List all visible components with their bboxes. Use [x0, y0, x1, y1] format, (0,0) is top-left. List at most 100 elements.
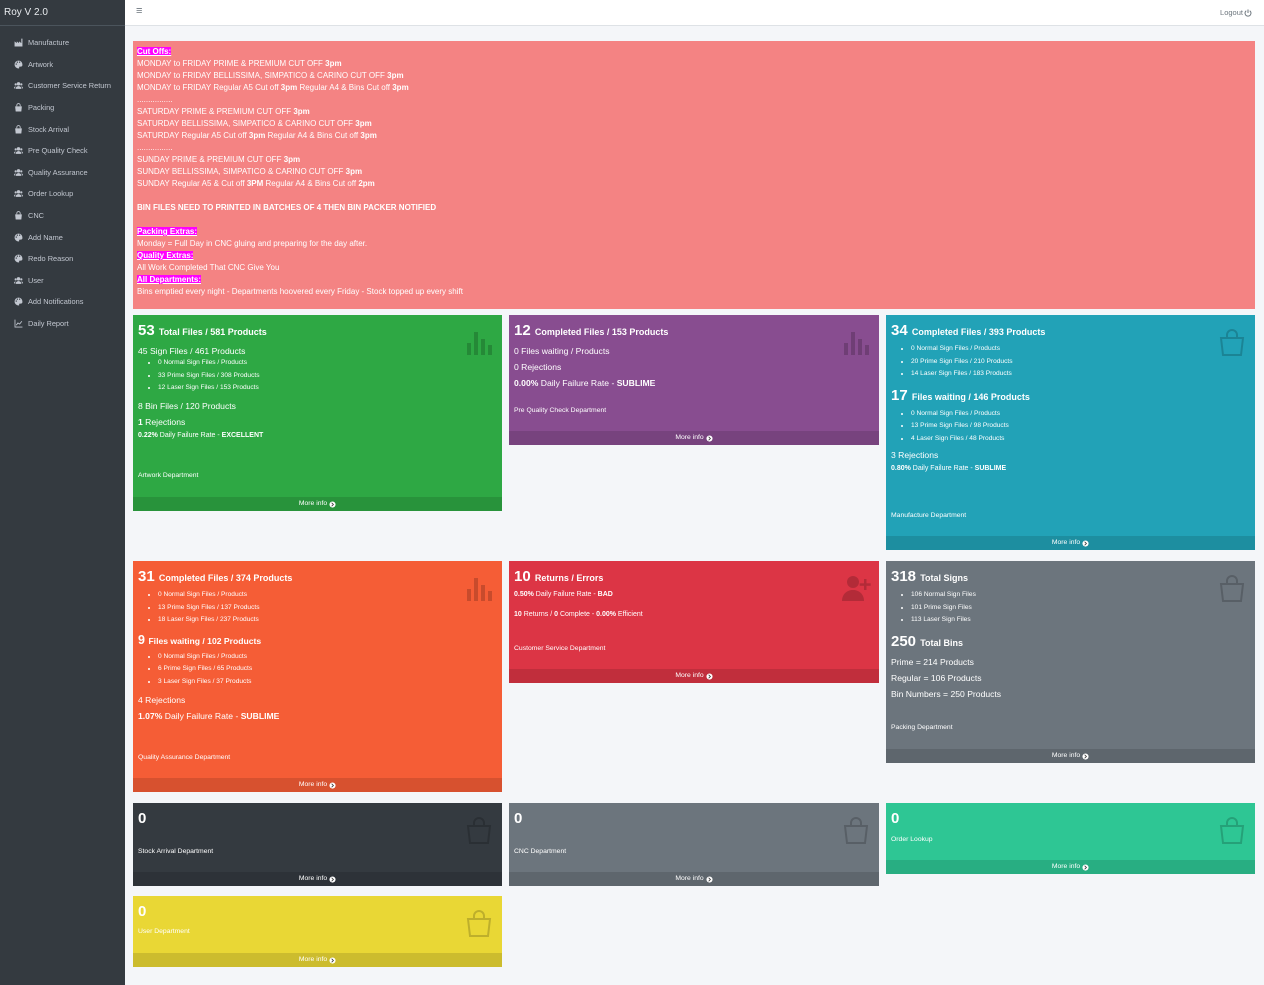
list-item: 113 Laser Sign Files [911, 614, 1250, 627]
palette-icon [14, 254, 28, 263]
department-label: Quality Assurance Department [138, 754, 231, 761]
packing-extras-text: Monday = Full Day in CNC gluing and prep… [137, 239, 368, 248]
sidebar-item-label: Redo Reason [28, 254, 74, 264]
cutoff-line: MONDAY to FRIDAY PRIME & PREMIUM CUT OFF… [137, 59, 342, 68]
sidebar-item-order-lookup[interactable]: Order Lookup [0, 183, 125, 205]
sidebar-item-label: Customer Service Return [28, 81, 111, 91]
cutoff-line: SUNDAY PRIME & PREMIUM CUT OFF 3pm [137, 155, 301, 164]
more-info-link[interactable]: More info [886, 536, 1255, 550]
bag-icon [464, 908, 494, 938]
user-card: 0 User Department More info [133, 896, 502, 967]
arrow-circle-right-icon [329, 781, 336, 789]
arrow-circle-right-icon [1082, 539, 1089, 547]
all-departments-text: Bins emptied every night - Departments h… [137, 287, 463, 296]
more-info-link[interactable]: More info [509, 872, 879, 886]
users-icon [14, 81, 28, 90]
packing-regular: Regular = 106 Products [891, 672, 982, 683]
cnc-card: 0 CNC Department More info [509, 803, 879, 886]
more-info-link[interactable]: More info [509, 669, 879, 683]
order-count: 0 [891, 810, 900, 827]
stock-count: 0 [138, 810, 147, 827]
more-info-link[interactable]: More info [886, 749, 1255, 763]
list-item: 18 Laser Sign Files / 237 Products [158, 614, 497, 627]
list-item: 14 Laser Sign Files / 183 Products [911, 368, 1250, 381]
sidebar-item-artwork[interactable]: Artwork [0, 54, 125, 76]
more-info-link[interactable]: More info [886, 860, 1255, 874]
sidebar-item-label: CNC [28, 211, 45, 221]
bag-icon [1217, 327, 1247, 357]
customer-returns: 10 Returns / 0 Complete - 0.00% Efficien… [514, 611, 643, 618]
artwork-total: 53 Total Files / 581 Products [138, 322, 267, 339]
cutoff-line: SATURDAY PRIME & PREMIUM CUT OFF 3pm [137, 107, 310, 116]
prequality-waiting: 0 Files waiting / Products [514, 346, 610, 356]
qa-waiting: 9 Files waiting / 102 Products [138, 632, 262, 647]
sidebar-item-daily-report[interactable]: Daily Report [0, 313, 125, 335]
sidebar-item-pre-quality-check[interactable]: Pre Quality Check [0, 140, 125, 162]
sidebar-item-label: Pre Quality Check [28, 146, 88, 156]
prequality-total: 12 Completed Files / 153 Products [514, 322, 669, 339]
sidebar: Roy V 2.0 Manufacture Artwork Customer Ser… [0, 0, 125, 985]
logout-link[interactable]: Logout [1220, 8, 1252, 17]
more-info-link[interactable]: More info [133, 778, 502, 792]
packing-extras-heading: Packing Extras: [137, 227, 198, 236]
packing-card: 318 Total Signs 106 Normal Sign Files 10… [886, 561, 1255, 763]
list-item: 20 Prime Sign Files / 210 Products [911, 356, 1250, 369]
bag-icon [841, 815, 871, 845]
manufacture-total: 34 Completed Files / 393 Products [891, 322, 1046, 339]
department-label: Packing Department [891, 724, 953, 731]
sidebar-item-manufacture[interactable]: Manufacture [0, 32, 125, 54]
brand-title[interactable]: Roy V 2.0 [0, 0, 125, 26]
more-info-link[interactable]: More info [509, 431, 879, 445]
arrow-circle-right-icon [1082, 752, 1089, 760]
sidebar-item-stock-arrival[interactable]: Stock Arrival [0, 118, 125, 140]
department-label: Artwork Department [138, 472, 199, 479]
sidebar-item-label: Order Lookup [28, 189, 74, 199]
customer-failure-rate: 0.50% Daily Failure Rate - BAD [514, 591, 613, 598]
list-item: 101 Prime Sign Files [911, 602, 1250, 615]
arrow-circle-right-icon [706, 672, 713, 680]
sidebar-item-label: Packing [28, 103, 55, 113]
logout-label: Logout [1220, 8, 1243, 17]
divider-dots: ................ [137, 95, 173, 104]
cutoff-line: MONDAY to FRIDAY BELLISSIMA, SIMPATICO &… [137, 71, 404, 80]
packing-bin-numbers: Bin Numbers = 250 Products [891, 688, 1002, 699]
artwork-rejections: 1 Rejections [138, 416, 186, 427]
manufacture-completed-list: 0 Normal Sign Files / Products 20 Prime … [891, 343, 1250, 381]
sidebar-item-quality-assurance[interactable]: Quality Assurance [0, 162, 125, 184]
cnc-count: 0 [514, 810, 523, 827]
chart-icon [14, 319, 28, 328]
sidebar-item-add-name[interactable]: Add Name [0, 226, 125, 248]
notice-panel: Cut Offs: MONDAY to FRIDAY PRIME & PREMI… [133, 41, 1255, 309]
bar-chart-icon [464, 573, 494, 603]
sidebar-item-label: Add Name [28, 232, 63, 242]
users-icon [14, 146, 28, 155]
top-navbar: ≡ Logout [125, 0, 1264, 26]
list-item: 0 Normal Sign Files / Products [158, 357, 497, 370]
manufacture-waiting: 17 Files waiting / 146 Products [891, 386, 1030, 404]
more-info-link[interactable]: More info [133, 953, 502, 967]
bag-icon [14, 124, 28, 134]
sidebar-item-add-notifications[interactable]: Add Notifications [0, 291, 125, 313]
sidebar-item-customer-service-return[interactable]: Customer Service Return [0, 75, 125, 97]
packing-prime: Prime = 214 Products [891, 656, 974, 667]
sidebar-item-cnc[interactable]: CNC [0, 205, 125, 227]
department-label: Customer Service Department [514, 645, 606, 652]
artwork-card: 53 Total Files / 581 Products 45 Sign Fi… [133, 315, 502, 511]
industry-icon [14, 38, 28, 47]
list-item: 106 Normal Sign Files [911, 589, 1250, 602]
more-info-link[interactable]: More info [133, 497, 502, 511]
divider-dots: ................ [137, 143, 173, 152]
sidebar-item-packing[interactable]: Packing [0, 97, 125, 119]
list-item: 12 Laser Sign Files / 153 Products [158, 382, 497, 395]
department-label: Manufacture Department [891, 512, 967, 519]
artwork-sign-list: 0 Normal Sign Files / Products 33 Prime … [138, 357, 497, 395]
sidebar-item-user[interactable]: User [0, 270, 125, 292]
sidebar-item-redo-reason[interactable]: Redo Reason [0, 248, 125, 270]
menu-toggle-icon[interactable]: ≡ [136, 5, 143, 17]
user-count: 0 [138, 903, 147, 920]
all-departments-heading: All Departments: [137, 275, 202, 284]
bag-icon [464, 815, 494, 845]
arrow-circle-right-icon [329, 500, 336, 508]
more-info-link[interactable]: More info [133, 872, 502, 886]
quality-extras-heading: Quality Extras: [137, 251, 194, 260]
